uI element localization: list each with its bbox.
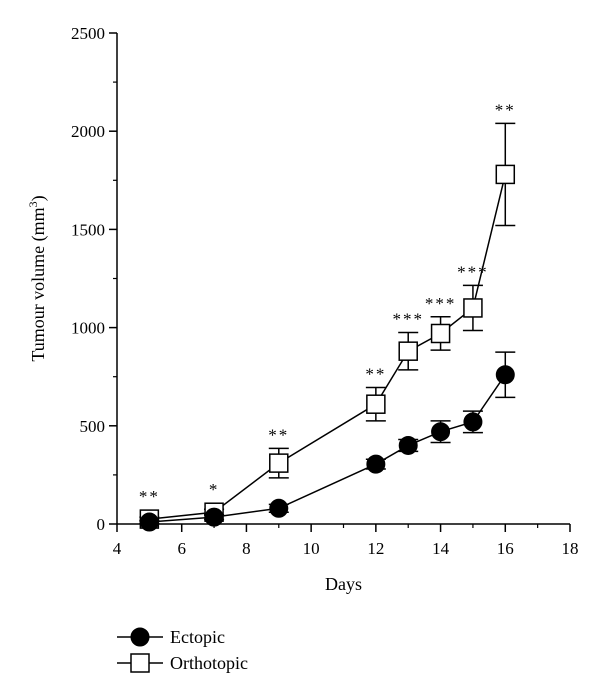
ectopic-point [431, 422, 451, 442]
ectopic-point [463, 412, 483, 432]
axes: 4 6 8 10 12 14 16 18 0 500 1000 1500 2000 2500 [71, 24, 579, 558]
y-tick-label: 0 [97, 515, 106, 534]
significance-label: ** [139, 487, 160, 506]
orthotopic-point [430, 323, 451, 344]
legend-item-orthotopic: Orthotopic [117, 653, 248, 673]
y-tick-label: 1500 [71, 220, 105, 239]
x-tick-label: 12 [367, 539, 384, 558]
y-tick-label: 1000 [71, 319, 105, 338]
y-axis-label-text: Tumour volume (mm [28, 207, 49, 361]
legend-label: Ectopic [170, 627, 225, 647]
labels-layer: Days Tumour volume (mm3) [26, 195, 362, 594]
orthotopic-series: ** **************** [139, 100, 516, 529]
ectopic-point [366, 454, 386, 474]
x-axis-label: Days [325, 574, 362, 594]
x-tick-label: 6 [177, 539, 186, 558]
legend-label: Orthotopic [170, 653, 248, 673]
legend-item-ectopic: Ectopic [117, 627, 225, 647]
y-axis-label-superscript: 3 [26, 201, 40, 207]
significance-label: ** [495, 100, 516, 119]
x-tick-label: 14 [432, 539, 450, 558]
significance-label: *** [457, 262, 489, 281]
x-tick-label: 16 [497, 539, 514, 558]
orthotopic-point [366, 394, 386, 414]
orthotopic-point [495, 164, 516, 185]
y-tick-label: 2000 [71, 122, 105, 141]
x-tick-label: 10 [303, 539, 320, 558]
x-tick-label: 8 [242, 539, 251, 558]
ectopic-point [495, 365, 515, 385]
ectopic-series [139, 351, 516, 532]
orthotopic-point [269, 453, 289, 473]
y-axis-label: Tumour volume (mm3) [26, 195, 49, 361]
ectopic-point [204, 507, 224, 527]
orthotopic-point [463, 298, 483, 318]
y-axis-label-close: ) [28, 195, 49, 201]
ectopic-line [149, 374, 506, 523]
significance-label: ** [268, 425, 289, 444]
y-tick-label: 500 [80, 417, 106, 436]
y-tick-label: 2500 [71, 24, 105, 43]
ectopic-point [130, 627, 150, 647]
significance-label: ** [365, 365, 386, 384]
ectopic-point [139, 512, 159, 532]
series-layer: ** **************** [139, 100, 516, 532]
x-tick-label: 18 [562, 539, 579, 558]
x-tick-label: 4 [113, 539, 122, 558]
orthotopic-point [130, 653, 150, 673]
orthotopic-line [149, 174, 507, 520]
significance-label: * [209, 480, 220, 499]
legend: Ectopic Orthotopic [117, 627, 248, 673]
ectopic-point [398, 435, 418, 455]
significance-label: *** [425, 294, 457, 313]
orthotopic-point [398, 341, 418, 361]
significance-label: *** [392, 310, 424, 329]
ectopic-point [269, 498, 289, 518]
